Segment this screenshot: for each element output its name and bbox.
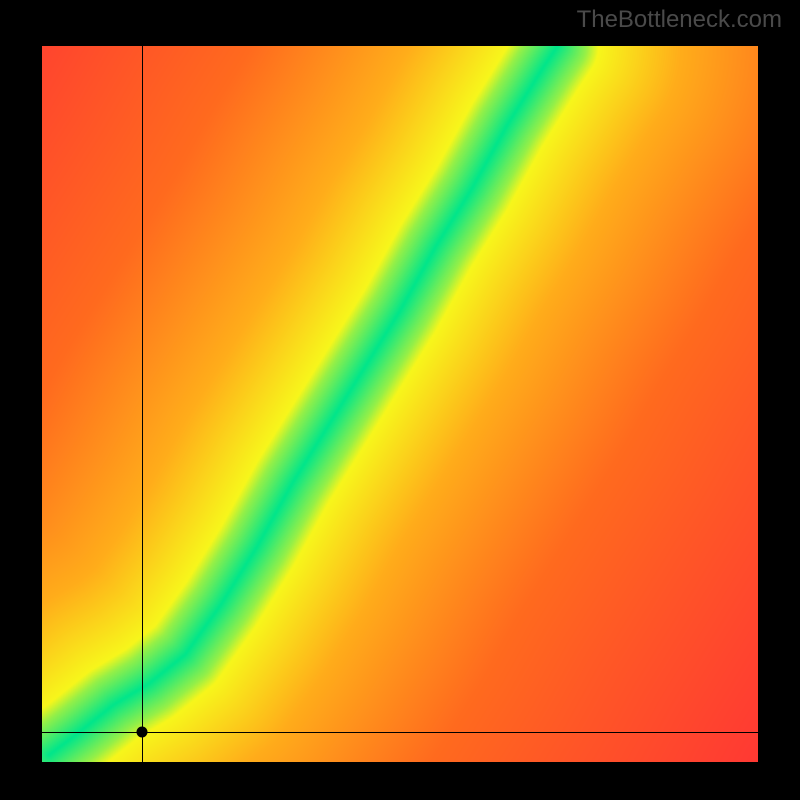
watermark: TheBottleneck.com [577,6,782,34]
crosshair-horizontal [42,732,758,733]
crosshair-vertical [142,46,143,762]
crosshair-marker [137,726,148,737]
heatmap-plot [42,46,758,762]
heatmap-canvas [42,46,758,762]
